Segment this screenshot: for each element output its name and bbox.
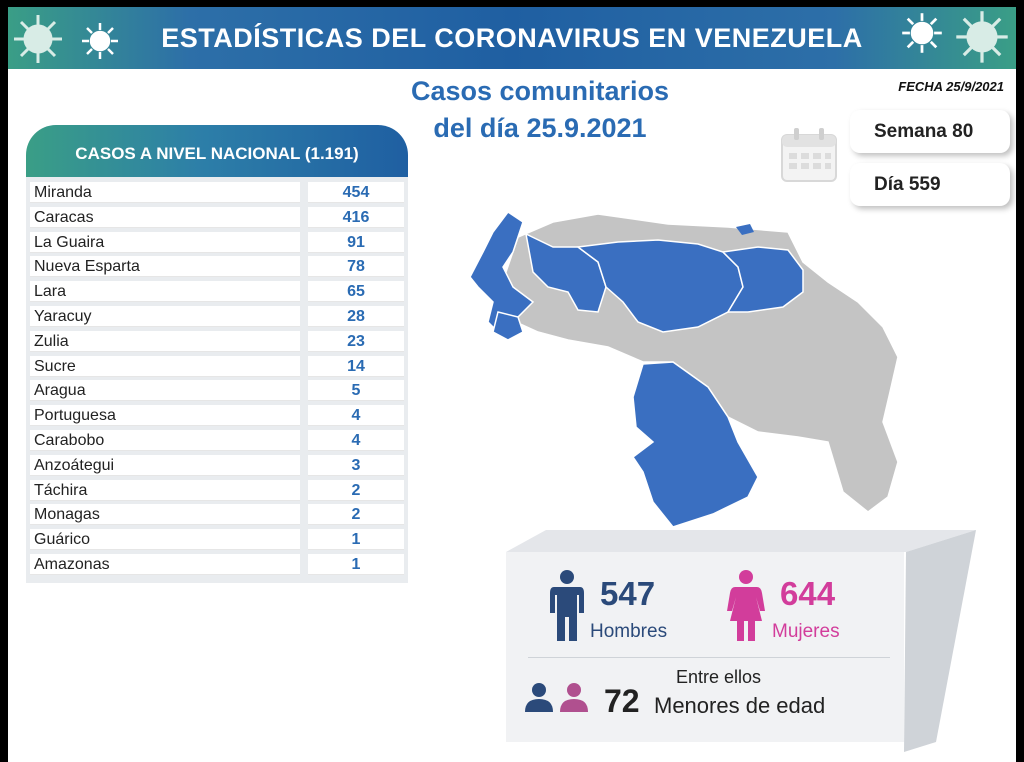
state-name: Nueva Esparta	[30, 256, 300, 278]
virus-icon	[902, 13, 942, 53]
state-cases: 2	[308, 479, 404, 501]
state-name: Monagas	[30, 504, 300, 526]
state-cases: 91	[308, 231, 404, 253]
men-count: 547	[600, 575, 656, 612]
stats-divider	[528, 657, 890, 658]
day-label: Día 559	[874, 174, 941, 195]
state-name: Sucre	[30, 355, 300, 377]
women-count: 644	[780, 575, 836, 612]
subtitle-line1: Casos comunitarios	[410, 76, 670, 106]
table-row: Guárico 1	[26, 527, 408, 552]
day-badge: Día 559	[850, 163, 1010, 206]
table-row: Aragua 5	[26, 378, 408, 403]
header-banner: ESTADÍSTICAS DEL CORONAVIRUS EN VENEZUEL…	[8, 7, 1016, 69]
table-row: Miranda 454	[26, 180, 408, 205]
table-row: Yaracuy 28	[26, 304, 408, 329]
table-row: Anzoátegui 3	[26, 453, 408, 478]
state-cases: 65	[308, 281, 404, 303]
state-name: Carabobo	[30, 429, 300, 451]
table-row: Sucre 14	[26, 354, 408, 379]
minors-icon	[525, 683, 588, 712]
women-label: Mujeres	[772, 621, 840, 642]
table-row: Carabobo 4	[26, 428, 408, 453]
table-row: La Guaira 91	[26, 230, 408, 255]
state-cases: 14	[308, 355, 404, 377]
state-cases: 4	[308, 405, 404, 427]
infographic: ESTADÍSTICAS DEL CORONAVIRUS EN VENEZUEL…	[8, 7, 1016, 762]
subtitle: Casos comunitarios del día 25.9.2021	[360, 73, 720, 147]
table-rows: Miranda 454 Caracas 416 La Guaira 91 Nueva Esp…	[26, 180, 408, 577]
state-name: Yaracuy	[30, 305, 300, 327]
state-name: Caracas	[30, 206, 300, 228]
woman-icon	[727, 570, 765, 641]
week-badge: Semana 80	[850, 110, 1010, 153]
minors-count: 72	[604, 683, 640, 719]
page-title: ESTADÍSTICAS DEL CORONAVIRUS EN VENEZUEL…	[161, 23, 863, 53]
state-name: Aragua	[30, 380, 300, 402]
state-name: Miranda	[30, 182, 300, 203]
stage-shape	[506, 530, 976, 752]
state-cases: 454	[308, 182, 404, 203]
state-name: La Guaira	[30, 231, 300, 253]
state-cases: 1	[308, 553, 404, 575]
virus-icon	[956, 11, 1008, 63]
state-name: Portuguesa	[30, 405, 300, 427]
virus-icon	[14, 15, 62, 63]
virus-icon	[82, 23, 118, 59]
state-cases: 5	[308, 380, 404, 402]
date-label: FECHA 25/9/2021	[898, 79, 1004, 94]
state-cases: 28	[308, 305, 404, 327]
state-name: Lara	[30, 281, 300, 303]
state-cases: 416	[308, 206, 404, 228]
table-title: CASOS A NIVEL NACIONAL (1.191)	[26, 125, 408, 177]
subtitle-line2: del día 25.9.2021	[433, 113, 647, 143]
table-row: Monagas 2	[26, 502, 408, 527]
venezuela-map	[469, 210, 899, 528]
table-row: Caracas 416	[26, 205, 408, 230]
table-row: Nueva Esparta 78	[26, 254, 408, 279]
state-cases: 3	[308, 454, 404, 476]
minors-label: Menores de edad	[654, 693, 826, 718]
state-name: Amazonas	[30, 553, 300, 575]
state-cases: 23	[308, 330, 404, 352]
state-name: Anzoátegui	[30, 454, 300, 476]
state-cases: 2	[308, 504, 404, 526]
map-region-nueva-esparta	[736, 224, 754, 235]
map-region-amazonas	[631, 361, 759, 528]
week-label: Semana 80	[874, 121, 974, 142]
between-label: Entre ellos	[676, 667, 762, 687]
table-row: Táchira 2	[26, 478, 408, 503]
state-name: Táchira	[30, 479, 300, 501]
table-row: Portuguesa 4	[26, 403, 408, 428]
national-cases-table: CASOS A NIVEL NACIONAL (1.191) Miranda 45…	[26, 125, 408, 583]
table-row: Zulia 23	[26, 329, 408, 354]
table-row: Lara 65	[26, 279, 408, 304]
state-cases: 1	[308, 529, 404, 551]
map-region-tachira	[492, 311, 524, 341]
state-name: Guárico	[30, 529, 300, 551]
calendar-icon	[781, 128, 837, 182]
man-icon	[550, 570, 584, 641]
table-row: Amazonas 1	[26, 552, 408, 577]
map-region-east	[721, 246, 804, 313]
state-cases: 4	[308, 429, 404, 451]
state-name: Zulia	[30, 330, 300, 352]
men-label: Hombres	[590, 621, 668, 642]
state-cases: 78	[308, 256, 404, 278]
